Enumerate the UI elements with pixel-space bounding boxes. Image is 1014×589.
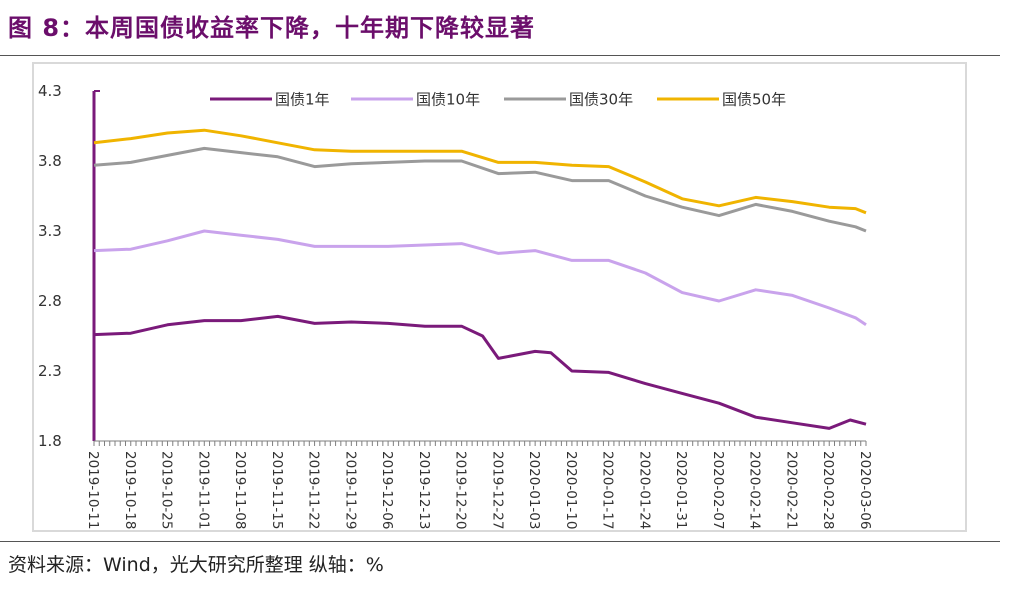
- legend-label: 国债30年: [569, 91, 633, 109]
- chart-frame: 4.3 3.8 3.3 2.8 2.3 1.8 2019-10-11 2019-10-18 20…: [32, 62, 967, 532]
- x-tick-label: 2020-01-03: [526, 451, 542, 529]
- x-tick-label: 2020-02-14: [747, 451, 763, 529]
- x-tick-label: 2020-03-06: [857, 451, 873, 529]
- x-tick-label: 2019-12-20: [453, 451, 469, 529]
- x-tick-label: 2019-11-15: [269, 451, 285, 529]
- x-tick-label: 2020-02-28: [820, 451, 836, 529]
- y-tick-label: 1.8: [38, 432, 62, 450]
- y-tick-label: 3.3: [38, 222, 62, 240]
- series-line: [93, 128, 867, 215]
- x-tick-label: 2019-10-18: [122, 451, 138, 529]
- x-tick-label: 2020-02-21: [783, 451, 799, 529]
- x-tick-label: 2019-10-11: [85, 451, 101, 529]
- x-tick-label: 2020-01-10: [563, 451, 579, 529]
- series-line: [93, 146, 867, 233]
- series-line: [93, 229, 867, 327]
- x-tick-label: 2019-12-06: [379, 451, 395, 529]
- x-tick-label: 2019-11-08: [232, 451, 248, 529]
- y-tick-label: 2.8: [38, 292, 62, 310]
- source-note: 资料来源：Wind，光大研究所整理 纵轴：%: [8, 554, 384, 576]
- x-tick-label: 2020-02-07: [710, 451, 726, 529]
- series-line: [93, 314, 867, 430]
- figure-title: 图 8：本周国债收益率下降，十年期下降较显著: [8, 14, 536, 42]
- x-tick-label: 2019-11-01: [195, 451, 211, 529]
- x-tick-label: 2020-01-24: [636, 451, 652, 529]
- y-tick-label: 3.8: [38, 152, 62, 170]
- source-rule: [0, 541, 1000, 542]
- line-chart: 4.3 3.8 3.3 2.8 2.3 1.8 2019-10-11 2019-10-18 20…: [38, 82, 873, 529]
- y-tick-label: 4.3: [38, 82, 62, 100]
- x-tick-label: 2019-12-27: [489, 451, 505, 529]
- x-tick-label: 2019-11-29: [342, 451, 358, 529]
- x-tick-label: 2020-01-17: [600, 451, 616, 529]
- legend-label: 国债1年: [275, 91, 330, 109]
- x-tick-label: 2019-10-25: [159, 451, 175, 529]
- x-tick-label: 2019-12-13: [416, 451, 432, 529]
- y-tick-label: 2.3: [38, 362, 62, 380]
- x-tick-label: 2020-01-31: [673, 451, 689, 529]
- x-tick-label: 2019-11-22: [306, 451, 322, 529]
- legend-label: 国债10年: [416, 91, 480, 109]
- title-rule: [0, 55, 1000, 56]
- legend-label: 国债50年: [722, 91, 786, 109]
